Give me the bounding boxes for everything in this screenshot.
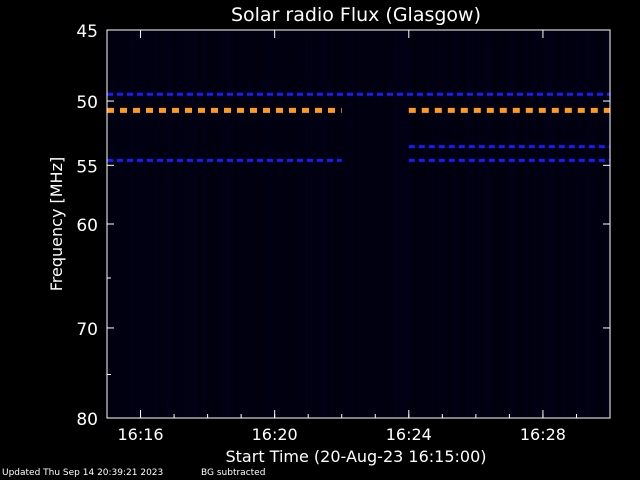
y-tick-label: 70	[76, 320, 98, 340]
updated-timestamp: Updated Thu Sep 14 20:39:21 2023	[2, 468, 164, 478]
x-tick-label: 16:20	[252, 425, 298, 444]
y-axis-label: Frequency [MHz]	[47, 157, 66, 291]
y-tick-label: 80	[76, 410, 98, 430]
bg-subtracted-note: BG subtracted	[201, 468, 266, 478]
x-tick-label: 16:16	[117, 425, 163, 444]
y-tick-label: 60	[76, 216, 98, 236]
noise-texture	[109, 32, 608, 416]
x-tick-label: 16:24	[386, 425, 432, 444]
y-tick-label: 50	[76, 93, 98, 113]
y-tick-label: 45	[76, 22, 98, 42]
y-tick-label: 55	[76, 157, 98, 177]
chart-title: Solar radio Flux (Glasgow)	[231, 4, 481, 26]
x-tick-label: 16:28	[520, 425, 566, 444]
x-axis-label: Start Time (20-Aug-23 16:15:00)	[226, 447, 487, 466]
